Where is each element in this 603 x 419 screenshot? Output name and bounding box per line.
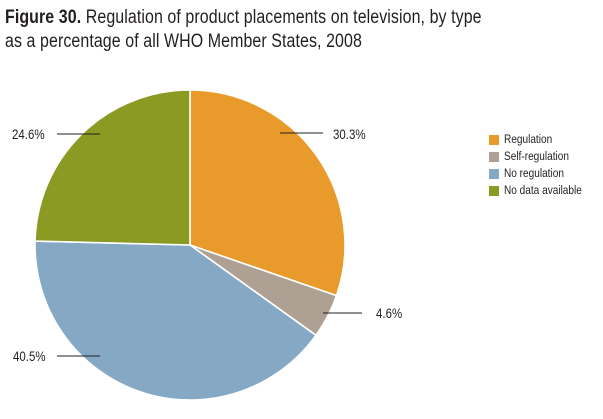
- legend-swatch: [489, 135, 499, 145]
- slice-value-label: 30.3%: [333, 126, 366, 142]
- legend-label: Self-regulation: [504, 151, 569, 164]
- slice-value-label: 40.5%: [13, 348, 46, 364]
- legend-label: Regulation: [504, 134, 552, 147]
- slice-value-label: 24.6%: [12, 126, 45, 142]
- chart-title: Figure 30. Regulation of product placeme…: [5, 6, 501, 54]
- slice-labels: 30.3% 4.6% 40.5% 24.6%: [12, 126, 402, 364]
- legend-label: No regulation: [504, 168, 564, 181]
- chart-subtitle: as a percentage of all WHO Member States…: [5, 31, 362, 52]
- slice-value-label: 4.6%: [376, 305, 402, 321]
- legend-swatch: [489, 186, 499, 196]
- legend-swatch: [489, 169, 499, 179]
- title-main: Regulation of product placements on tele…: [85, 7, 482, 28]
- legend-label: No data available: [504, 185, 582, 198]
- pie-slice-no-data-available: [34, 89, 191, 246]
- legend-swatch: [489, 152, 499, 162]
- leader-lines: [57, 132, 362, 357]
- pie-slice-regulation: [189, 89, 346, 297]
- legend: Regulation Self-regulation No regulation No…: [489, 134, 582, 198]
- figure-number: Figure 30.: [5, 7, 82, 28]
- pie-slices: [34, 89, 346, 401]
- pie-slice-no-regulation: [34, 240, 317, 401]
